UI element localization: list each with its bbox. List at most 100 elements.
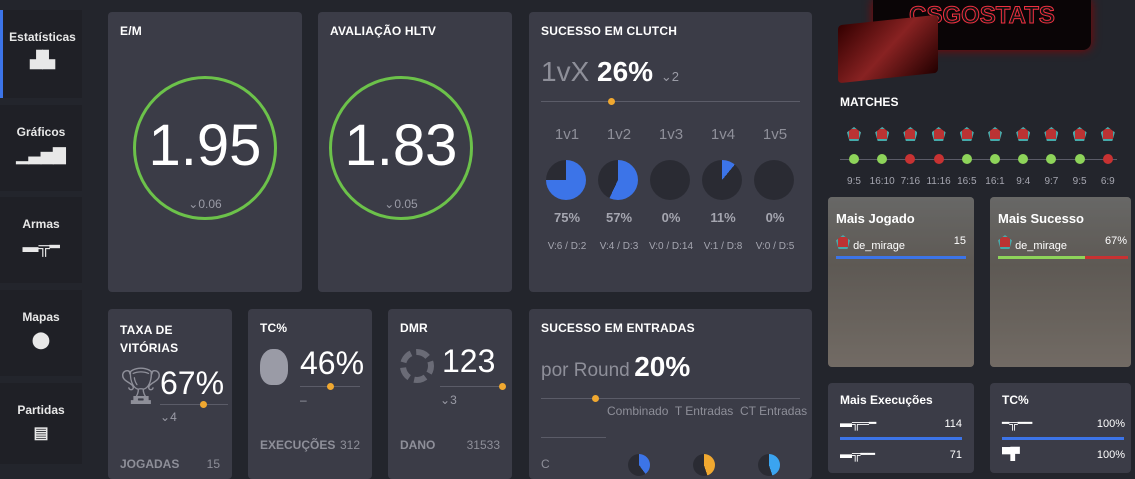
match-result-dot[interactable] [849, 154, 859, 164]
trophy-icon: 🏆︎ [118, 365, 164, 406]
match-result-dot[interactable] [1018, 154, 1029, 164]
clutch-pct: 75% [553, 210, 581, 225]
matches-title: MATCHES [840, 95, 899, 109]
match-result-dot[interactable] [990, 154, 1000, 164]
pistol-icon: ▀▛ [1002, 447, 1020, 461]
adr-card: DMR 123 ⌄3 DANO 31533 [388, 309, 512, 479]
clutch-record: V:0 / D:14 [648, 241, 694, 252]
clutch-label: 1v1 [554, 126, 580, 143]
match-score[interactable]: 7:16 [900, 176, 921, 187]
most-success-card[interactable]: Mais Sucesso de_mirage 67% [990, 197, 1131, 367]
win-loss-bar [998, 256, 1128, 259]
entries-value: 20% [634, 351, 691, 382]
col-t-entradas: T Entradas [674, 404, 734, 418]
hs-delta: – [300, 393, 307, 407]
map-name: de_mirage [1015, 240, 1068, 252]
headshot-icon [260, 349, 288, 385]
rank-icon [988, 127, 1002, 141]
signal-chart-icon: ▁▃▅▇ [16, 147, 66, 164]
winrate-delta: 4 [170, 410, 177, 424]
map-name: de_mirage [853, 240, 906, 252]
rank-icon [847, 127, 861, 141]
sidebar-label: Partidas [17, 403, 65, 417]
match-result-dot[interactable] [1102, 154, 1113, 164]
em-value: 1.95 [148, 113, 262, 178]
card-title: Mais Sucesso [998, 211, 1084, 226]
match-score[interactable]: 9:7 [1044, 176, 1059, 187]
em-card: E/M 1.95 ⌄0.06 [108, 12, 302, 292]
match-score[interactable]: 16:10 [869, 176, 895, 187]
match-score[interactable]: 16:1 [985, 176, 1005, 187]
weapon-value: 71 [949, 449, 962, 461]
map-value: 67% [1104, 235, 1127, 247]
match-result-dot[interactable] [933, 154, 944, 164]
sidebar-item-partidas[interactable]: Partidas ▤ [0, 383, 82, 464]
row-label: DANO [400, 438, 436, 452]
rank-icon [903, 127, 918, 141]
most-kills-card: Mais Execuções ▬╦═━ 114 ▬╦━━ 71 [828, 383, 974, 473]
card-title: E/M [120, 24, 142, 38]
match-result-dot[interactable] [1074, 154, 1085, 164]
hltv-card: AVALIAÇÃO HLTV 1.83 ⌄0.05 [318, 12, 512, 292]
chevron-down-icon: ⌄ [660, 69, 672, 84]
map-pin-icon: ⬤ [32, 332, 50, 349]
match-result-dot[interactable] [877, 154, 888, 164]
clutch-prefix: 1vX [541, 56, 590, 87]
match-score[interactable]: 9:4 [1016, 176, 1031, 187]
clutch-card: SUCESSO EM CLUTCH 1vX 26% ⌄2 1v1 75% V:6… [529, 12, 812, 292]
damage-icon [400, 349, 434, 383]
map-value: 15 [953, 235, 966, 247]
famas-icon: ━╦━━ [1002, 416, 1033, 430]
rank-icon [1100, 127, 1115, 141]
pie-combinado [628, 454, 650, 476]
sidebar-label: Armas [22, 217, 60, 231]
clutch-label: 1v5 [762, 126, 788, 143]
match-score[interactable]: 11:16 [926, 176, 951, 187]
clutch-label: 1v4 [710, 126, 736, 143]
card-title: Mais Execuções [840, 393, 933, 407]
clutch-pie [650, 160, 690, 200]
progress-dot [608, 98, 615, 105]
sidebar-item-armas[interactable]: Armas ▬╦━ [0, 197, 82, 283]
most-played-card[interactable]: Mais Jogado de_mirage 15 [828, 197, 974, 367]
pie-t-entradas [693, 454, 715, 476]
m4a1-icon: ▬╦━━ [840, 447, 875, 461]
sidebar-item-estatisticas[interactable]: Estatísticas ▟▙ [0, 10, 82, 98]
clutch-record: V:1 / D:8 [703, 241, 743, 252]
sidebar-item-graficos[interactable]: Gráficos ▁▃▅▇ [0, 105, 82, 191]
adr-value: 123 [442, 343, 496, 379]
col-combinado: Combinado [607, 404, 669, 418]
hltv-delta: 0.05 [394, 197, 418, 211]
match-score[interactable]: 9:5 [847, 176, 861, 187]
gauge-ring [329, 76, 473, 220]
hltv-value: 1.83 [344, 113, 458, 178]
rank-icon [875, 127, 890, 141]
card-title: AVALIAÇÃO HLTV [330, 24, 437, 38]
chevron-down-icon: ⌄ [188, 197, 199, 211]
clutch-pct: 57% [605, 210, 633, 225]
em-delta: 0.06 [198, 197, 222, 211]
match-score[interactable]: 9:5 [1072, 176, 1087, 187]
clutch-label: 1v2 [606, 126, 632, 143]
clutch-pie [754, 160, 794, 200]
clutch-pie [546, 160, 586, 200]
sidebar-item-mapas[interactable]: Mapas ⬤ [0, 290, 82, 376]
hs-value: 46% [300, 345, 365, 381]
match-score[interactable]: 6:9 [1100, 176, 1115, 187]
match-score[interactable]: 16:5 [957, 176, 977, 187]
match-result-dot[interactable] [905, 154, 916, 164]
card-title: VITÓRIAS [120, 341, 179, 355]
ak47-icon: ▬╦═━ [840, 416, 877, 430]
col-ct-entradas: CT Entradas [739, 404, 808, 418]
card-title: TAXA DE [120, 323, 173, 337]
weapon-value: 114 [944, 418, 962, 430]
row-label: C [541, 457, 550, 471]
rank-icon [1044, 127, 1059, 141]
progress-bar [836, 256, 966, 259]
entries-card: SUCESSO EM ENTRADAS por Round 20% Combin… [529, 309, 812, 479]
match-result-dot[interactable] [961, 154, 972, 164]
rifle-icon: ▬╦━ [22, 239, 60, 256]
row-value: 31533 [466, 438, 500, 452]
player-avatar[interactable] [838, 14, 938, 84]
match-result-dot[interactable] [1046, 154, 1057, 164]
